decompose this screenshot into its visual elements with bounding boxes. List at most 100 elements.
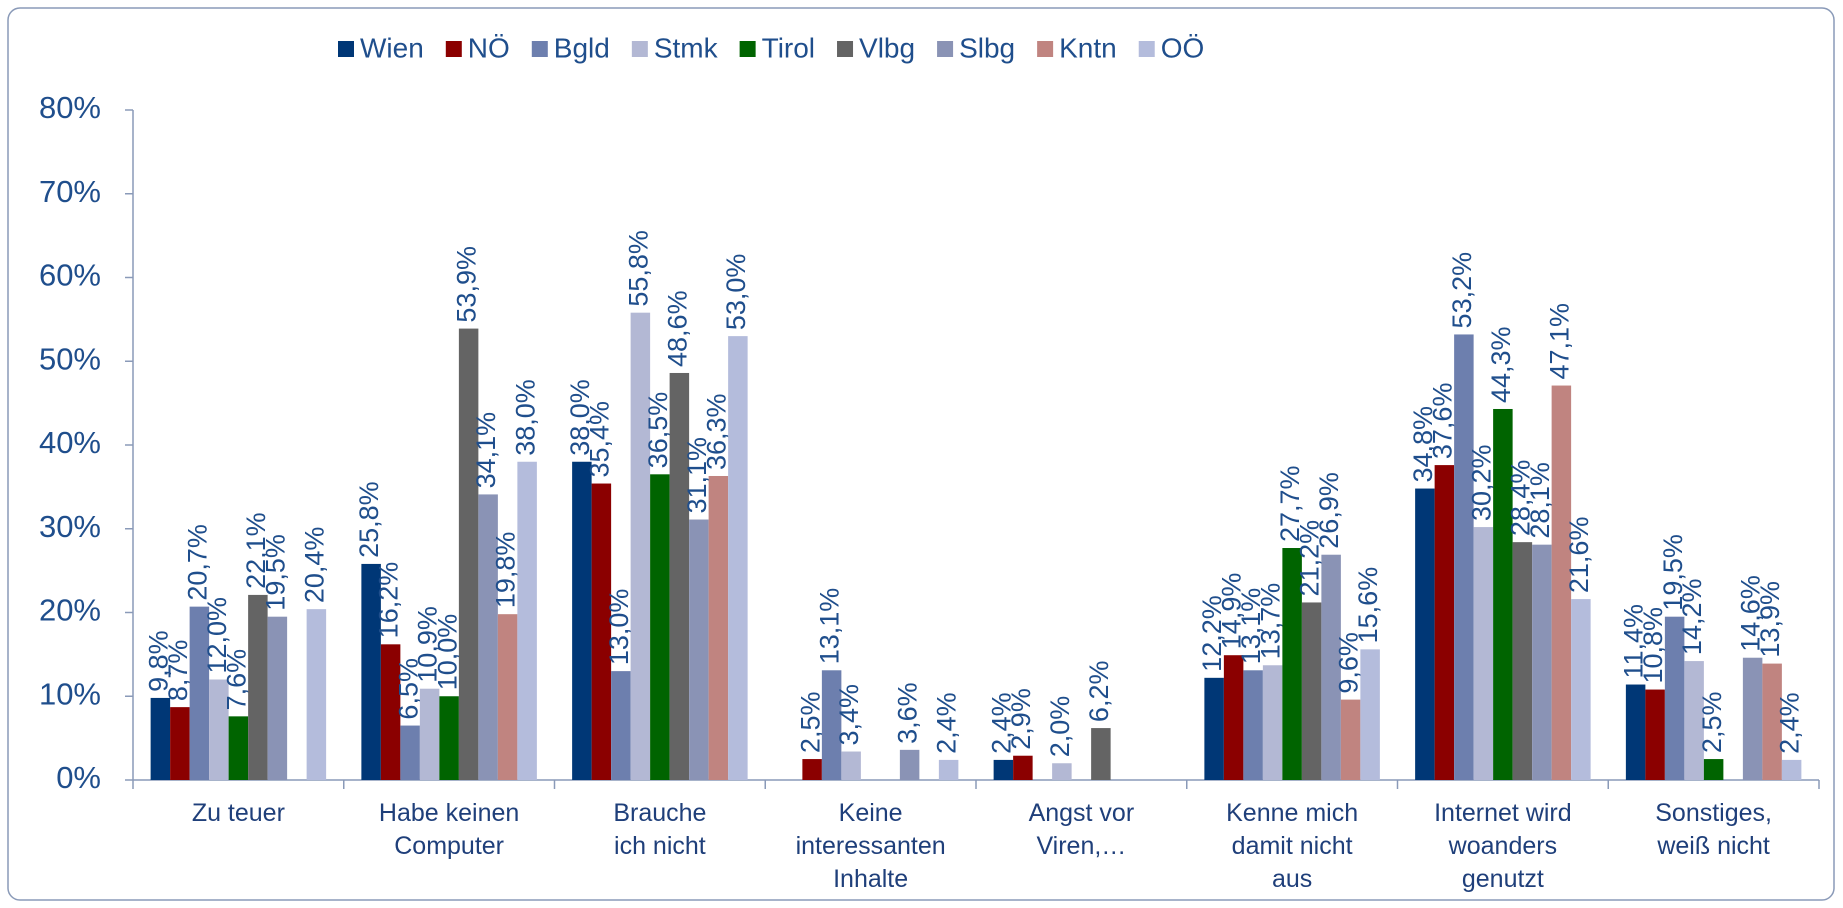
bar <box>1512 542 1533 780</box>
bar <box>1473 527 1494 780</box>
bar <box>1321 554 1341 780</box>
bar <box>170 707 190 780</box>
bar <box>630 312 651 780</box>
y-tick-label: 40% <box>39 425 101 460</box>
bar <box>728 336 748 780</box>
value-label: 7,6% <box>222 649 252 711</box>
bar <box>611 671 631 780</box>
bar <box>1204 677 1224 780</box>
value-label: 53,0% <box>721 254 751 331</box>
legend-label: Stmk <box>654 32 719 63</box>
bar <box>841 751 861 780</box>
legend-label: OÖ <box>1161 32 1205 63</box>
x-tick-label: Zu teuer <box>192 799 285 827</box>
legend-swatch <box>338 41 354 57</box>
y-tick-label: 80% <box>39 90 101 125</box>
y-tick-label: 50% <box>39 341 101 376</box>
value-label: 14,2% <box>1677 579 1707 656</box>
bar <box>1781 759 1802 780</box>
bar <box>209 679 229 780</box>
y-tick-label: 70% <box>39 174 101 209</box>
bar <box>517 461 537 780</box>
bar <box>478 494 498 780</box>
bar <box>1645 689 1665 780</box>
bar <box>938 759 959 780</box>
bar <box>1340 699 1361 780</box>
y-tick-label: 30% <box>39 509 101 544</box>
bar <box>1301 602 1322 780</box>
bar <box>821 670 842 780</box>
bar <box>591 483 612 780</box>
x-tick-label: Sonstiges, weiß nicht <box>1655 799 1772 860</box>
bar <box>689 519 709 780</box>
x-tick-label: Kenne mich damit nicht aus <box>1226 799 1358 893</box>
bar <box>1625 684 1646 780</box>
value-label: 13,1% <box>1236 588 1266 665</box>
value-label: 6,2% <box>1084 661 1114 723</box>
bar <box>380 644 401 780</box>
value-label: 13,9% <box>1755 581 1785 658</box>
value-label: 36,3% <box>702 393 732 470</box>
value-label: 9,6% <box>1334 632 1364 694</box>
legend-swatch <box>739 41 756 57</box>
value-label: 34,8% <box>1408 406 1438 483</box>
value-label: 14,6% <box>1736 575 1766 652</box>
legend-label: Kntn <box>1059 32 1117 63</box>
bar <box>439 696 459 780</box>
value-label: 19,5% <box>1658 534 1688 611</box>
bar <box>993 759 1014 780</box>
legend-swatch <box>1037 41 1054 57</box>
value-label: 19,8% <box>491 532 521 609</box>
bar <box>802 759 822 780</box>
bar <box>1762 663 1782 780</box>
value-label: 3,6% <box>893 682 923 744</box>
value-label: 10,8% <box>1638 607 1668 684</box>
bar <box>497 614 518 780</box>
value-label: 2,4% <box>987 692 1017 754</box>
legend-swatch <box>1138 41 1155 57</box>
bar <box>1454 334 1474 780</box>
legend-swatch <box>837 41 854 57</box>
bar <box>150 697 171 780</box>
value-label: 2,9% <box>1006 688 1036 750</box>
value-label: 2,5% <box>795 692 825 754</box>
bar <box>1532 544 1552 780</box>
bar <box>650 474 670 780</box>
y-tick-label: 0% <box>56 760 101 795</box>
bar <box>1052 763 1072 780</box>
bar <box>669 372 690 780</box>
y-tick-label: 20% <box>39 593 101 628</box>
value-label: 2,5% <box>1697 692 1727 754</box>
value-label: 37,6% <box>1428 383 1458 460</box>
value-label: 44,3% <box>1486 326 1516 403</box>
value-label: 8,7% <box>163 640 193 702</box>
bar <box>1223 655 1244 780</box>
value-label: 48,6% <box>663 290 693 367</box>
bar <box>1664 616 1685 780</box>
value-label: 28,1% <box>1525 462 1555 539</box>
bar <box>248 594 268 780</box>
bar <box>708 475 729 780</box>
value-label: 31,1% <box>682 437 712 514</box>
legend-swatch <box>937 41 954 57</box>
x-tick-label: Angst vor Viren,… <box>1029 799 1135 860</box>
value-label: 6,5% <box>393 658 423 720</box>
value-label: 55,8% <box>624 230 654 307</box>
bar <box>267 616 288 780</box>
value-label: 19,5% <box>261 534 291 611</box>
value-label: 21,2% <box>1295 520 1325 597</box>
value-label: 14,9% <box>1217 573 1247 650</box>
legend-label: Slbg <box>959 32 1015 63</box>
value-label: 13,1% <box>815 588 845 665</box>
value-label: 12,2% <box>1197 595 1227 672</box>
bar <box>899 749 920 780</box>
legend-swatch <box>531 41 548 57</box>
bar <box>1013 755 1033 780</box>
value-label: 9,8% <box>144 630 174 692</box>
bar <box>419 688 440 780</box>
value-label: 53,2% <box>1447 252 1477 329</box>
value-label: 13,0% <box>604 589 634 666</box>
bar <box>1703 759 1724 780</box>
value-label: 11,4% <box>1619 604 1649 679</box>
